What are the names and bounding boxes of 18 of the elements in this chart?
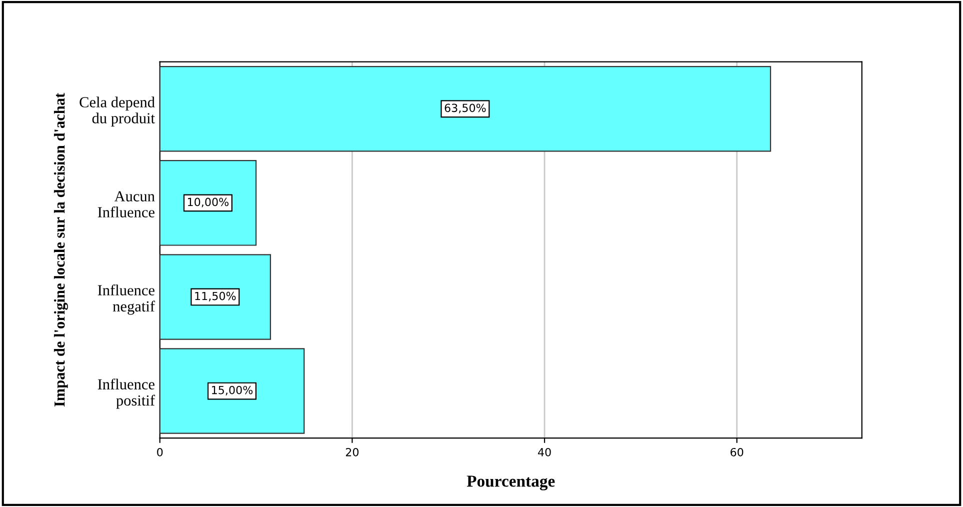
bar	[160, 348, 305, 434]
bar	[160, 66, 772, 152]
data-label: 11,50%	[195, 292, 236, 302]
data-label: 10,00%	[188, 198, 229, 208]
x-tick-label: 20	[346, 448, 359, 456]
y-axis-title: Impact de l'origine locale sur la decision d'achat	[54, 92, 68, 407]
x-tick-label: 0	[157, 448, 163, 456]
data-label: 63,50%	[444, 104, 486, 114]
bar	[160, 160, 257, 246]
bar	[160, 254, 272, 340]
y-tick-label: Influence positif	[98, 378, 155, 409]
x-tick-label: 40	[538, 448, 551, 456]
x-tick-label: 60	[730, 448, 744, 456]
data-label: 15,00%	[212, 386, 253, 396]
x-axis-title: Pourcentage	[466, 476, 555, 490]
y-tick-label: Influence negatif	[98, 284, 155, 315]
y-tick-label: Cela depend du produit	[80, 96, 155, 126]
y-tick-label: Aucun Influence	[98, 191, 155, 218]
